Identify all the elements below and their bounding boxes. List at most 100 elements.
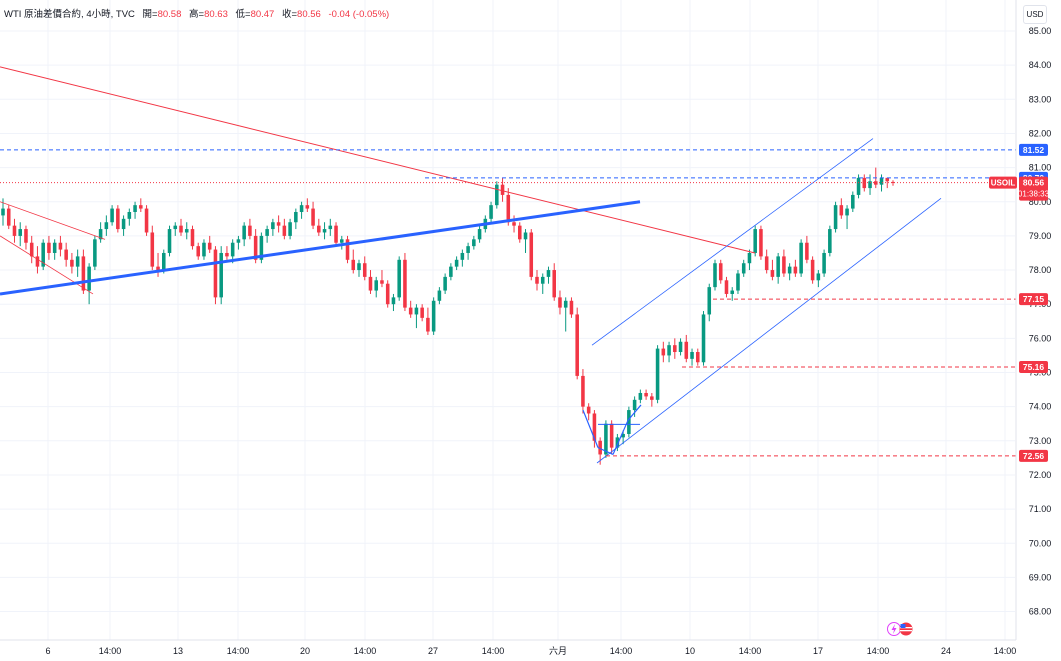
candle-body: [98, 229, 103, 240]
candle: [242, 222, 246, 247]
candle-body: [196, 246, 201, 257]
candle: [667, 341, 671, 363]
symbol-tag-box: [989, 176, 1017, 189]
time-tick-label: 17: [813, 646, 823, 656]
candle: [345, 235, 350, 264]
candle: [196, 242, 201, 260]
candle-body: [230, 242, 235, 257]
candle: [144, 205, 149, 236]
price-label-box: [1019, 361, 1048, 374]
candle: [472, 235, 476, 250]
candle-body: [116, 208, 120, 230]
candle-body: [127, 211, 132, 219]
candle-body: [380, 280, 384, 284]
time-tick-label: 14:00: [994, 646, 1017, 656]
candle-body: [64, 249, 68, 260]
candle: [517, 222, 522, 243]
candle: [540, 273, 545, 294]
candle-body: [322, 229, 327, 233]
price-label: 72.56: [1019, 449, 1048, 462]
candle: [87, 263, 91, 305]
grid: [0, 0, 1015, 640]
candle-body: [110, 208, 114, 223]
candle: [690, 348, 694, 366]
candle: [695, 348, 700, 366]
us-flag-icon[interactable]: [899, 622, 913, 636]
candle-body: [810, 259, 815, 281]
candle: [93, 235, 97, 271]
candle-body: [604, 423, 608, 455]
candle: [110, 205, 114, 226]
candle-body: [339, 239, 344, 243]
price-tick-label: 82.00: [1029, 128, 1052, 138]
candle-body: [770, 270, 775, 277]
time-tick-label: 24: [941, 646, 951, 656]
candle-body: [403, 259, 407, 308]
candle: [724, 276, 729, 298]
price-label-box: [1019, 293, 1048, 306]
candle: [58, 235, 63, 257]
candle: [678, 338, 683, 356]
candle-body: [839, 205, 844, 216]
candle-body: [701, 314, 706, 363]
candle-body: [81, 256, 86, 291]
event-icons[interactable]: [887, 621, 915, 637]
candle-body: [695, 352, 700, 363]
candle-body: [569, 300, 574, 315]
candle: [362, 256, 367, 281]
candle: [18, 222, 23, 247]
candle: [167, 225, 172, 257]
candle: [615, 433, 620, 452]
candle-body: [684, 341, 689, 359]
candle: [225, 246, 229, 260]
candle-body: [12, 225, 17, 236]
candle-body: [184, 229, 189, 233]
candle: [41, 239, 45, 271]
price-label-box: [1019, 176, 1048, 201]
candle-body: [133, 205, 137, 212]
candle-body: [592, 413, 597, 441]
candle: [408, 300, 413, 318]
candle: [707, 283, 712, 322]
candle-body: [598, 440, 602, 455]
candle-body: [190, 229, 195, 247]
candle-body: [47, 242, 51, 253]
candle: [437, 287, 442, 305]
candle-body: [644, 392, 648, 397]
candle: [449, 263, 453, 281]
candle: [207, 235, 212, 253]
candle: [868, 174, 872, 195]
close-label: 收=: [281, 9, 298, 20]
candle-body: [638, 392, 643, 400]
candle-body: [506, 194, 511, 223]
price-tick-label: 68.00: [1029, 607, 1052, 617]
currency-button[interactable]: USD: [1023, 5, 1047, 24]
candle: [328, 218, 333, 236]
candle-body: [851, 194, 855, 209]
trend-line: [0, 200, 641, 296]
candle-body: [351, 259, 356, 271]
candle: [512, 215, 516, 233]
price-tick-label: 84.00: [1029, 60, 1052, 70]
candle-body: [558, 297, 562, 308]
price-tick-label: 79.00: [1029, 231, 1052, 241]
candle: [420, 304, 424, 322]
candle: [322, 222, 327, 240]
candle-body: [529, 232, 534, 277]
price-tick-label: 81.00: [1029, 163, 1052, 173]
candle: [609, 420, 614, 455]
candle: [116, 205, 120, 233]
candle-body: [426, 317, 430, 332]
lightning-icon[interactable]: [887, 622, 901, 636]
price-axis: 85.00 84.00 83.00 82.00 81.00 80.00 79.00 78.00…: [1029, 26, 1052, 617]
candle-body: [873, 181, 878, 185]
candle-body: [833, 205, 838, 230]
price-tick-label: 72.00: [1029, 470, 1052, 480]
candle: [799, 239, 803, 277]
candle: [133, 201, 137, 219]
candle-body: [299, 205, 304, 212]
candle: [833, 201, 838, 233]
price-tick-label: 73.00: [1029, 436, 1052, 446]
low-label: 低=: [235, 9, 251, 20]
